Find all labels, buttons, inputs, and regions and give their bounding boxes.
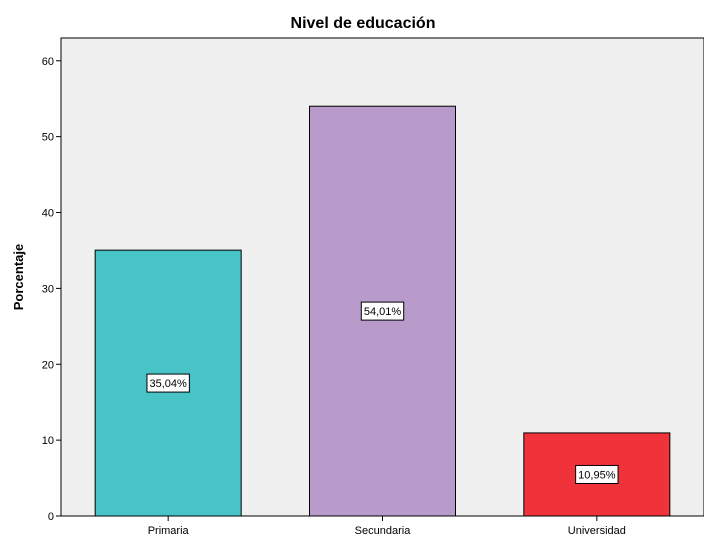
- chart-title: Nivel de educación: [291, 15, 436, 32]
- bars: 35,04% 54,01% 10,95%: [94, 105, 671, 517]
- y-tick-label: 20: [42, 359, 54, 371]
- data-label-box: [575, 464, 619, 484]
- data-label-box: [146, 373, 190, 393]
- data-label: 35,04%: [150, 378, 188, 390]
- y-tick-label: 30: [42, 283, 54, 295]
- x-tick-label: Primaria: [148, 525, 190, 537]
- y-tick-label: 40: [42, 208, 54, 220]
- data-label: 10,95%: [578, 469, 616, 481]
- y-tick-label: 0: [48, 511, 54, 523]
- data-label: 54,01%: [364, 306, 402, 318]
- x-tick-label: Secundaria: [355, 525, 412, 537]
- y-tick-label: 10: [42, 435, 54, 447]
- y-tick-label: 50: [42, 132, 54, 144]
- y-axis-label: Porcentaje: [11, 244, 26, 310]
- x-tick-label: Universidad: [568, 525, 626, 537]
- data-label-box: [360, 301, 405, 321]
- y-tick-label: 60: [42, 56, 54, 68]
- y-axis: 0 10 20 30 40 50 60: [42, 56, 61, 523]
- x-axis: Primaria Secundaria Universidad: [148, 516, 626, 537]
